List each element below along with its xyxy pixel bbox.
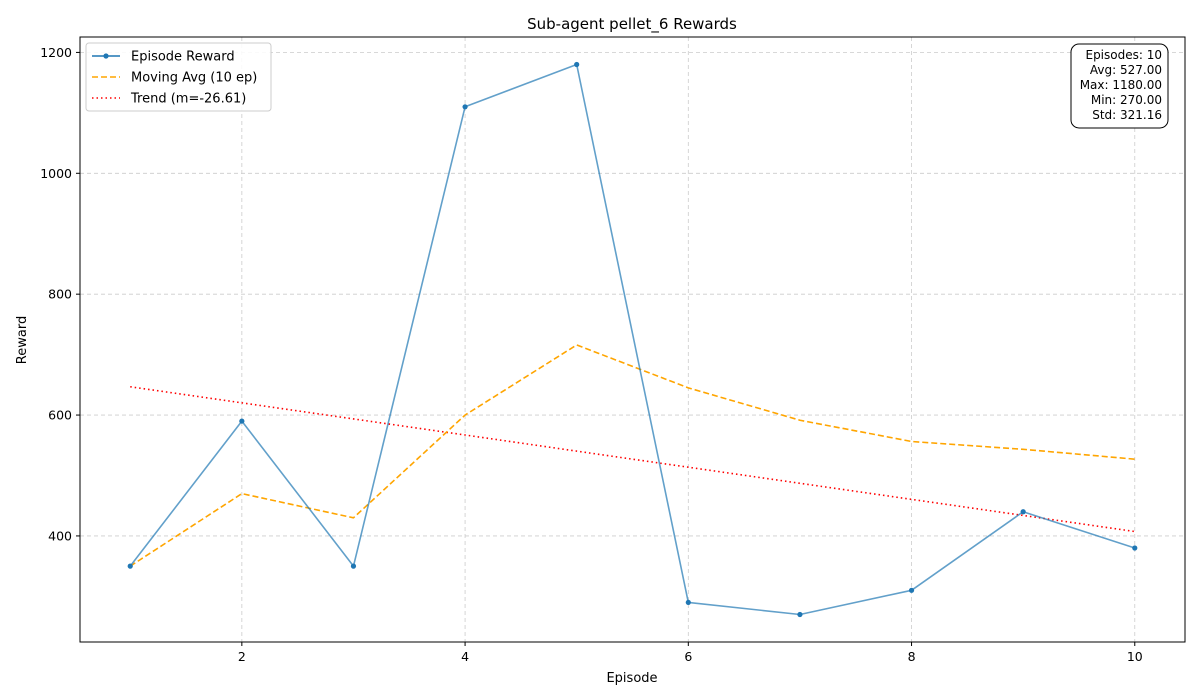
y-tick-label: 1200	[40, 45, 72, 60]
chart-title: Sub-agent pellet_6 Rewards	[527, 15, 737, 34]
y-tick-label: 1000	[40, 166, 72, 181]
y-axis-label: Reward	[15, 316, 30, 364]
stats-line: Avg: 527.00	[1090, 63, 1162, 77]
data-point	[462, 104, 468, 110]
tick-layer: 2 4 6 8 10 400 600 800 1000 1200	[40, 45, 1143, 664]
stats-line: Std: 321.16	[1092, 108, 1162, 122]
data-point	[239, 418, 245, 424]
data-point	[127, 563, 133, 569]
legend-marker	[103, 53, 109, 59]
legend-box	[85, 42, 272, 112]
series-line-trend-m-26-61	[130, 385, 1135, 533]
legend-entry: Episode Reward	[131, 50, 235, 65]
series-line-episode-reward	[129, 63, 1136, 616]
x-tick-label: 4	[461, 649, 469, 664]
data-point	[908, 587, 915, 593]
y-tick-label: 800	[48, 287, 72, 302]
legend: Episode Reward Moving Avg (10 ep) Trend (m…	[85, 42, 272, 112]
stats-line: Max: 1180.00	[1080, 78, 1162, 92]
x-axis-label: Episode	[606, 671, 657, 686]
data-point	[685, 599, 691, 606]
data-point	[574, 61, 580, 68]
stats-box-frame	[1070, 43, 1169, 129]
y-tick-label: 600	[48, 408, 72, 423]
series-line-moving-avg-10-ep	[129, 344, 1135, 567]
data-point	[350, 563, 357, 569]
x-tick-label: 2	[238, 649, 246, 664]
x-tick-label: 6	[684, 649, 692, 664]
x-tick-label: 10	[1127, 649, 1143, 664]
data-point	[797, 611, 803, 618]
stats-line: Episodes: 10	[1085, 48, 1162, 62]
plot-frame	[79, 36, 1186, 643]
y-tick-label: 400	[48, 528, 72, 543]
x-tick-label: 8	[908, 649, 916, 664]
stats-line: Min: 270.00	[1091, 93, 1162, 107]
data-point	[1020, 509, 1026, 515]
data-point	[1132, 545, 1138, 551]
legend-entry: Moving Avg (10 ep)	[131, 71, 257, 86]
grid-layer	[80, 37, 1185, 642]
series-layer	[127, 61, 1138, 618]
legend-entry: Trend (m=-26.61)	[130, 92, 246, 107]
